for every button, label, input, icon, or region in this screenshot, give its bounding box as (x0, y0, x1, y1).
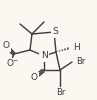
Text: N: N (41, 52, 47, 60)
Text: O: O (6, 60, 13, 68)
Text: O: O (3, 42, 10, 50)
Text: Br: Br (56, 88, 66, 97)
Text: O: O (30, 74, 38, 82)
Text: −: − (12, 57, 18, 62)
Text: S: S (52, 28, 58, 36)
Text: Br: Br (76, 57, 85, 66)
Text: H: H (73, 44, 80, 52)
